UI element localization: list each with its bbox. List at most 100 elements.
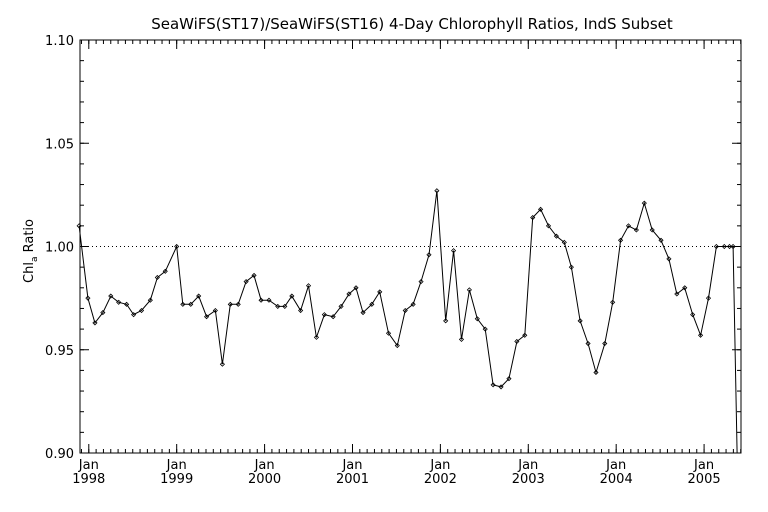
- data-point: [666, 256, 672, 262]
- data-point: [174, 243, 180, 250]
- data-point: [330, 314, 336, 320]
- x-tick-label-month: Jan: [517, 458, 538, 473]
- data-point: [585, 340, 591, 347]
- data-point: [275, 303, 281, 309]
- data-point: [162, 268, 168, 274]
- data-point: [426, 252, 432, 258]
- y-tick-label: 0.95: [45, 344, 74, 359]
- data-point: [402, 307, 408, 314]
- data-point: [602, 340, 608, 347]
- series-line: [78, 190, 738, 454]
- data-point: [76, 223, 82, 229]
- data-point: [147, 297, 153, 303]
- data-point: [633, 227, 639, 233]
- y-tick-label: 1.05: [45, 137, 74, 152]
- data-point: [721, 243, 727, 250]
- data-point: [124, 301, 130, 307]
- data-point: [538, 206, 544, 212]
- data-point: [227, 301, 233, 307]
- x-tick-label-year: 2003: [512, 472, 545, 487]
- data-point: [593, 369, 599, 376]
- x-tick-label-month: Jan: [605, 458, 626, 473]
- data-point: [482, 326, 488, 332]
- data-point: [313, 334, 320, 340]
- data-point: [235, 301, 241, 307]
- data-point: [466, 287, 472, 293]
- y-tick-label: 1.10: [45, 34, 74, 49]
- series-group: [76, 188, 738, 454]
- data-point: [394, 343, 400, 349]
- y-axis-label-tail: Ratio: [22, 219, 37, 257]
- data-point: [545, 223, 552, 229]
- x-tick-label-month: Jan: [254, 458, 275, 473]
- data-point: [522, 332, 528, 338]
- data-point: [321, 312, 327, 318]
- data-point: [298, 307, 304, 314]
- data-point: [618, 237, 624, 243]
- data-point: [553, 233, 559, 239]
- data-point: [561, 239, 567, 245]
- data-point: [346, 291, 352, 297]
- x-tick-label-month: Jan: [78, 458, 99, 473]
- data-point: [92, 320, 98, 326]
- data-point: [418, 279, 424, 285]
- data-point: [385, 330, 392, 336]
- data-point: [705, 295, 712, 301]
- data-point: [377, 289, 383, 295]
- data-point: [196, 293, 202, 299]
- data-point: [85, 295, 91, 301]
- data-point: [490, 382, 496, 388]
- data-point: [506, 376, 512, 382]
- chart-title: SeaWiFS(ST17)/SeaWiFS(ST16) 4-Day Chloro…: [151, 15, 673, 33]
- y-tick-label: 1.00: [45, 241, 74, 256]
- data-point: [474, 316, 480, 322]
- data-point: [353, 285, 359, 291]
- x-tick-label-year: 2000: [248, 472, 281, 487]
- data-point: [154, 274, 160, 281]
- y-axis-label-main: Chl: [22, 262, 37, 283]
- data-point: [100, 310, 106, 316]
- data-point: [266, 297, 272, 303]
- x-tick-label-year: 2001: [336, 472, 369, 487]
- data-point: [451, 248, 457, 254]
- data-point: [360, 310, 366, 316]
- data-point: [258, 297, 264, 303]
- data-point: [674, 291, 680, 297]
- data-point: [443, 318, 449, 324]
- data-point: [180, 301, 186, 307]
- y-axis-label: Chla Ratio: [22, 219, 40, 283]
- data-point: [458, 336, 465, 342]
- data-point: [116, 299, 122, 305]
- data-point: [690, 312, 696, 318]
- data-point: [658, 237, 664, 243]
- x-tick-label-year: 2002: [424, 472, 457, 487]
- data-point: [625, 223, 632, 229]
- data-point: [138, 307, 145, 314]
- data-point: [289, 293, 295, 299]
- data-point: [568, 264, 574, 270]
- y-axis: 0.90 0.95 1.00 1.05 1.10: [45, 34, 741, 462]
- data-point: [338, 303, 344, 309]
- x-tick-label-month: Jan: [341, 458, 362, 473]
- data-point: [282, 303, 288, 309]
- data-point: [434, 188, 440, 194]
- data-point: [698, 332, 704, 338]
- y-axis-label-subscript: a: [30, 257, 40, 263]
- x-tick-label-year: 2005: [688, 472, 721, 487]
- x-tick-label-month: Jan: [693, 458, 714, 473]
- data-point: [212, 307, 218, 314]
- data-point: [649, 227, 655, 233]
- x-tick-label-year: 1999: [160, 472, 193, 487]
- data-point: [251, 272, 257, 278]
- data-point: [410, 301, 416, 307]
- data-point: [204, 314, 210, 320]
- x-tick-label-month: Jan: [429, 458, 450, 473]
- data-point: [713, 243, 719, 250]
- data-point: [514, 338, 520, 345]
- data-point: [108, 293, 114, 299]
- data-point: [219, 361, 225, 367]
- data-point: [188, 301, 194, 307]
- data-point: [577, 318, 583, 324]
- svg-text:Chla Ratio: Chla Ratio: [22, 219, 40, 283]
